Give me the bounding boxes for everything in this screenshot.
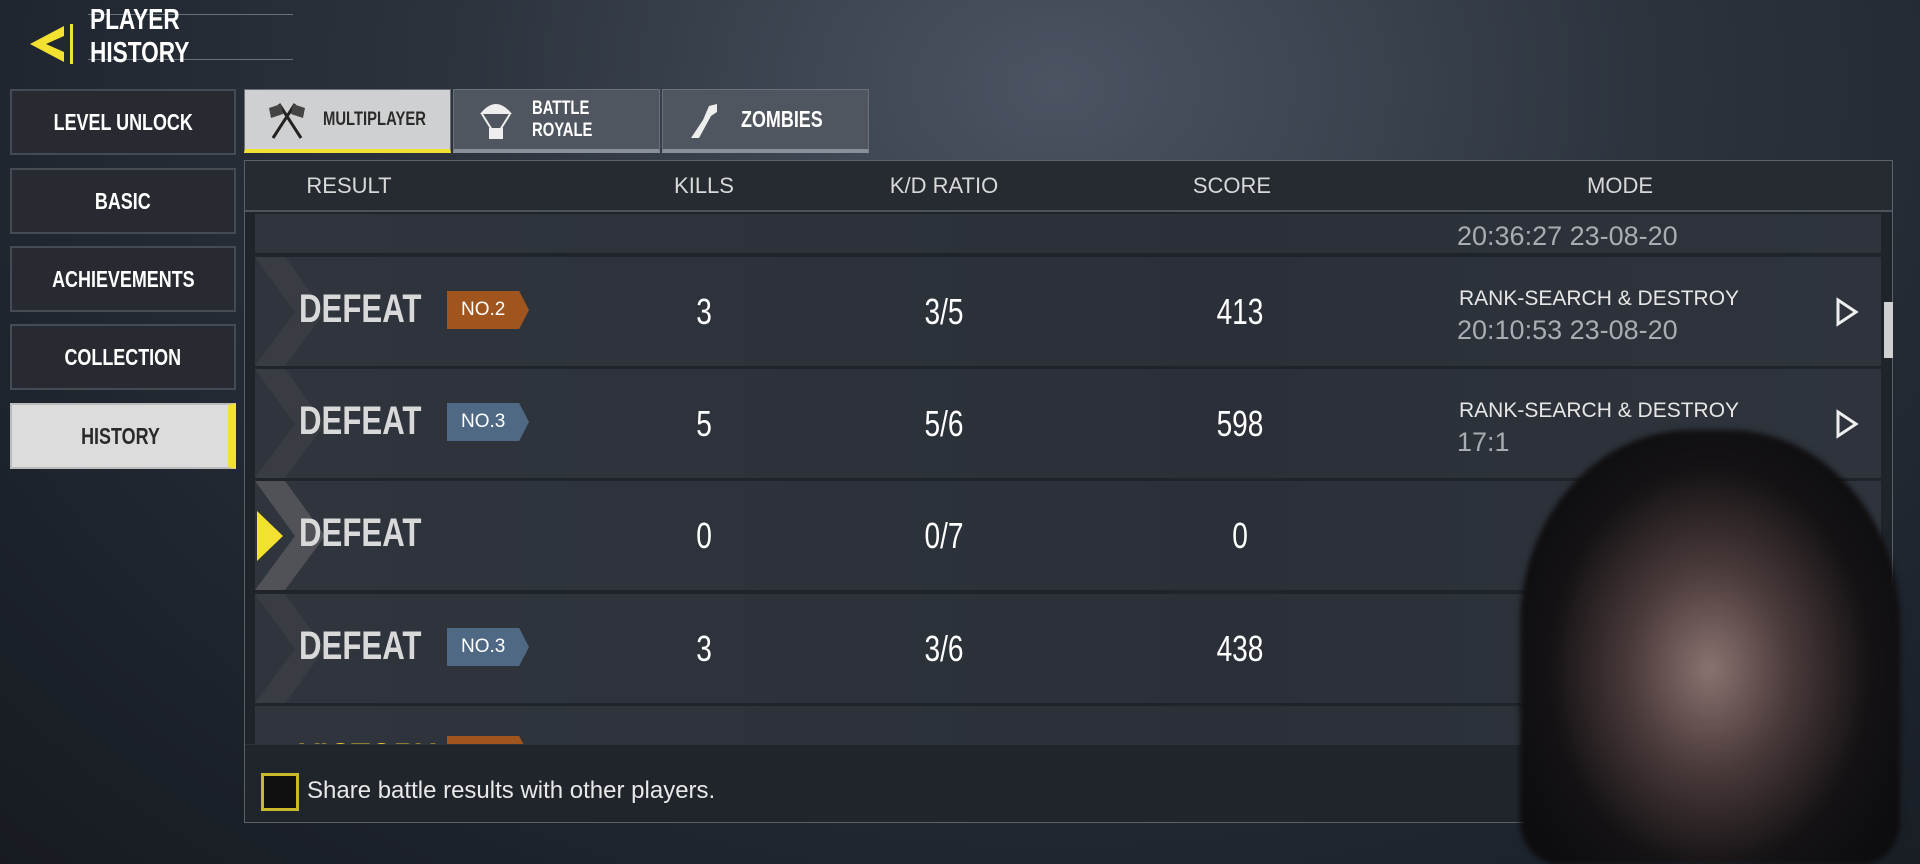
chevron-decoration-icon <box>255 481 325 590</box>
table-header: RESULT KILLS K/D RATIO SCORE MODE <box>245 161 1892 212</box>
placement-badge: NO.3 <box>447 403 529 441</box>
scrollbar-thumb[interactable] <box>1884 302 1893 358</box>
score-value: 413 <box>1216 291 1264 332</box>
result-label: DEFEAT <box>299 511 422 555</box>
column-header-kd: K/D RATIO <box>889 173 999 198</box>
score-value: 438 <box>1216 628 1264 669</box>
webcam-overlay <box>1520 430 1900 864</box>
kd-value: 3/6 <box>924 628 964 669</box>
match-time: 20:10:53 23-08-20 <box>1457 315 1678 345</box>
tab-label: MULTIPLAYER <box>323 108 426 130</box>
page-title-text: PLAYER HISTORY <box>90 4 190 69</box>
back-arrow-icon[interactable] <box>24 22 74 66</box>
tab-battle-royale[interactable]: BATTLE ROYALE <box>453 89 660 153</box>
kills-value: 5 <box>696 403 712 444</box>
column-header-mode: MODE <box>1587 173 1653 198</box>
sidebar-item-label: COLLECTION <box>64 343 182 370</box>
sidebar-item-basic[interactable]: BASIC <box>10 168 236 234</box>
mode-label: RANK-SEARCH & DESTROY <box>1459 287 1740 310</box>
share-results-label[interactable]: Share battle results with other players. <box>307 777 716 804</box>
placement-badge: NO.2 <box>447 291 529 329</box>
kills-value: 3 <box>696 291 712 332</box>
kd-value: 0/7 <box>924 515 964 556</box>
tab-label: BATTLE ROYALE <box>532 97 593 141</box>
column-header-result: RESULT <box>306 173 392 198</box>
chevron-decoration-icon <box>255 369 325 478</box>
zombie-arm-icon <box>691 103 717 138</box>
kd-value: 5/6 <box>924 403 964 444</box>
kills-value: 0 <box>696 515 712 556</box>
kills-value: 3 <box>696 628 712 669</box>
share-results-checkbox[interactable] <box>261 773 299 811</box>
table-row[interactable]: 20:36:27 23-08-20 <box>255 214 1881 253</box>
mode-label: RANK-SEARCH & DESTROY <box>1459 399 1740 422</box>
sidebar-item-achievements[interactable]: ACHIEVEMENTS <box>10 246 236 312</box>
sidebar-item-collection[interactable]: COLLECTION <box>10 324 236 390</box>
chevron-decoration-icon <box>255 257 325 366</box>
result-label: DEFEAT <box>299 399 422 443</box>
column-header-score: SCORE <box>1192 173 1272 198</box>
parachute-icon <box>480 103 512 139</box>
column-header-kills: KILLS <box>674 173 734 198</box>
flags-icon <box>269 102 305 139</box>
sidebar-item-label: ACHIEVEMENTS <box>51 265 195 292</box>
score-value: 598 <box>1216 403 1264 444</box>
page-title: PLAYER HISTORY <box>88 4 293 69</box>
selection-marker-icon <box>257 511 283 561</box>
tab-label: ZOMBIES <box>741 106 823 132</box>
sidebar-item-label: HISTORY <box>80 422 160 449</box>
sidebar-item-history[interactable]: HISTORY <box>10 403 236 469</box>
score-value: 0 <box>1232 515 1248 556</box>
sidebar-item-level-unlock[interactable]: LEVEL UNLOCK <box>10 89 236 155</box>
table-row[interactable]: DEFEAT NO.2 3 3/5 413 RANK-SEARCH & DEST… <box>255 257 1881 366</box>
chevron-decoration-icon <box>255 594 325 703</box>
sidebar-item-label: BASIC <box>95 187 151 214</box>
match-time: 17:1 <box>1457 427 1510 457</box>
match-time: 20:36:27 23-08-20 <box>1457 221 1678 251</box>
play-arrow-icon[interactable] <box>1835 409 1859 439</box>
placement-badge: NO.3 <box>447 628 529 666</box>
tab-multiplayer[interactable]: MULTIPLAYER <box>244 89 451 153</box>
kd-value: 3/5 <box>924 291 964 332</box>
play-arrow-icon[interactable] <box>1835 297 1859 327</box>
placement-badge <box>447 736 529 744</box>
result-label: DEFEAT <box>299 287 422 331</box>
tab-zombies[interactable]: ZOMBIES <box>662 89 869 153</box>
result-label: VICTORY <box>299 736 436 744</box>
sidebar-item-label: LEVEL UNLOCK <box>53 108 193 135</box>
result-label: DEFEAT <box>299 624 422 668</box>
